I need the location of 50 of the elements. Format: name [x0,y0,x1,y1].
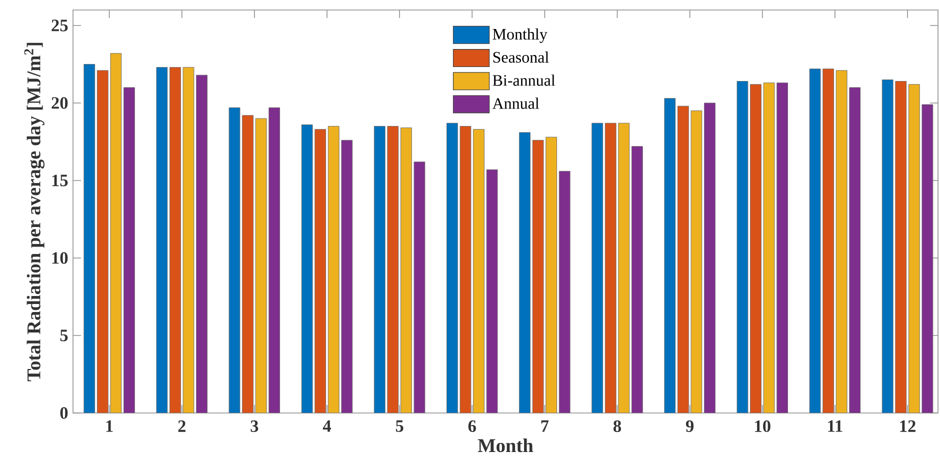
y-tick-label: 20 [52,97,68,109]
bar [446,122,458,413]
bar [414,162,426,413]
y-tick-label: 0 [60,407,68,419]
bar [922,104,934,413]
x-tick-label: 8 [614,420,622,432]
bar [84,64,96,413]
x-tick-label: 12 [900,420,916,432]
legend-label: Seasonal [493,51,549,63]
bar [228,107,240,413]
bar [750,84,762,413]
bar [736,81,748,413]
bar [486,169,498,413]
bar [124,87,135,413]
legend-label: Monthly [492,28,548,43]
bar [632,146,643,413]
bar [341,140,353,413]
y-tick-label: 5 [60,330,68,342]
bar [558,170,570,413]
bar [374,126,386,413]
bar [156,67,168,413]
y-tick-label: 15 [52,174,68,186]
bar [776,82,788,413]
x-tick-label: 1 [106,420,113,432]
x-axis-title: Month [478,438,534,452]
bar [519,132,530,413]
bar [809,68,821,413]
bar [301,124,313,413]
x-tick-label: 9 [686,420,694,432]
y-tick-label: 25 [52,20,68,32]
x-tick-label: 4 [322,420,331,432]
x-tick-label: 10 [755,420,770,432]
x-tick-label: 11 [828,420,842,432]
legend-label: Bi-annual [492,74,556,86]
x-tick-label: 2 [178,420,186,432]
bar [882,80,894,413]
bar [473,129,484,413]
bar [196,74,208,413]
x-tick-label: 3 [250,420,258,432]
legend-label: Annual [492,98,540,109]
bar [849,87,861,413]
x-tick-label: 6 [468,420,476,432]
bar [704,102,716,413]
bar [592,122,604,413]
x-tick-label: 7 [541,420,549,432]
x-tick-label: 5 [396,420,404,432]
y-tick-label: 10 [52,252,68,264]
bar [268,107,280,413]
y-axis-title: Total Radiation per average day [MJ/m$^{2}$] [24,42,44,382]
bar [664,98,676,413]
